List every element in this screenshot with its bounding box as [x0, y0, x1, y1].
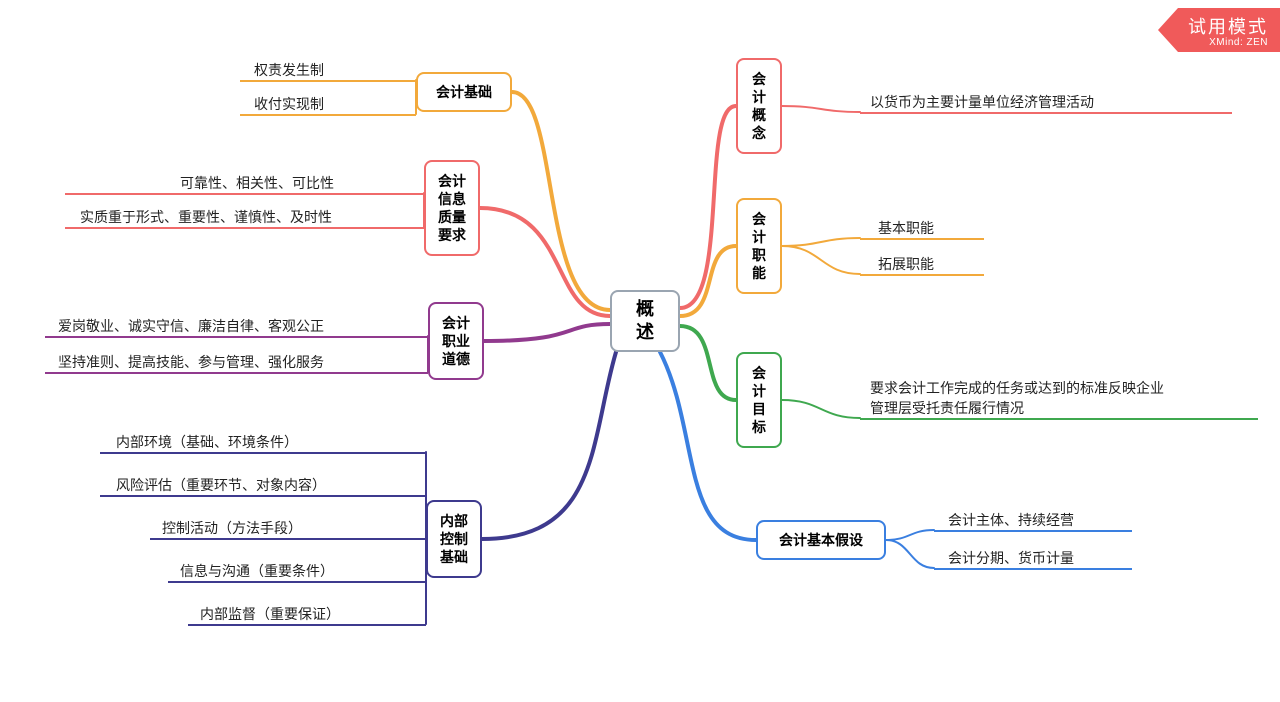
- leaf-ethics-0: 爱岗敬业、诚实守信、廉洁自律、客观公正: [58, 316, 324, 336]
- leaf-underline: [934, 530, 1132, 532]
- leaf-basis-1: 收付实现制: [254, 94, 324, 114]
- leaf-internal-4: 内部监督（重要保证）: [200, 604, 340, 624]
- leaf-underline: [100, 495, 426, 497]
- leaf-underline: [188, 624, 426, 626]
- leaf-assumption-0: 会计主体、持续经营: [948, 510, 1074, 530]
- center-node[interactable]: 概述: [610, 290, 680, 352]
- leaf-underline: [45, 336, 428, 338]
- leaf-internal-3: 信息与沟通（重要条件）: [180, 561, 334, 581]
- leaf-underline: [150, 538, 426, 540]
- leaf-internal-0: 内部环境（基础、环境条件）: [116, 432, 298, 452]
- leaf-underline: [45, 372, 428, 374]
- leaf-underline: [168, 581, 426, 583]
- trial-ribbon: 试用模式 XMind: ZEN: [1158, 8, 1280, 52]
- branch-node-target[interactable]: 会计目标: [736, 352, 782, 448]
- leaf-underline: [934, 568, 1132, 570]
- ribbon-sub: XMind: ZEN: [1209, 37, 1268, 48]
- leaf-function-0: 基本职能: [878, 218, 934, 238]
- leaf-underline: [240, 80, 416, 82]
- branch-node-concept[interactable]: 会计概念: [736, 58, 782, 154]
- leaf-underline: [860, 274, 984, 276]
- leaf-assumption-1: 会计分期、货币计量: [948, 548, 1074, 568]
- leaf-underline: [65, 227, 424, 229]
- leaf-quality-1: 实质重于形式、重要性、谨慎性、及时性: [80, 207, 332, 227]
- leaf-internal-2: 控制活动（方法手段）: [162, 518, 302, 538]
- leaf-target-1: 管理层受托责任履行情况: [870, 398, 1024, 418]
- branch-node-assumption[interactable]: 会计基本假设: [756, 520, 886, 560]
- leaf-ethics-1: 坚持准则、提高技能、参与管理、强化服务: [58, 352, 324, 372]
- leaf-underline: [860, 238, 984, 240]
- leaf-underline: [65, 193, 424, 195]
- leaf-underline: [860, 418, 1258, 420]
- branch-node-quality[interactable]: 会计信息质量要求: [424, 160, 480, 256]
- leaf-basis-0: 权责发生制: [254, 60, 324, 80]
- branch-node-internal[interactable]: 内部控制基础: [426, 500, 482, 578]
- branch-node-ethics[interactable]: 会计职业道德: [428, 302, 484, 380]
- leaf-underline: [240, 114, 416, 116]
- leaf-concept-0: 以货币为主要计量单位经济管理活动: [870, 92, 1094, 112]
- branch-node-function[interactable]: 会计职能: [736, 198, 782, 294]
- leaf-internal-1: 风险评估（重要环节、对象内容）: [116, 475, 326, 495]
- leaf-quality-0: 可靠性、相关性、可比性: [180, 173, 334, 193]
- ribbon-title: 试用模式: [1188, 13, 1268, 39]
- leaf-target-0: 要求会计工作完成的任务或达到的标准反映企业: [870, 378, 1164, 398]
- leaf-underline: [860, 112, 1232, 114]
- leaf-function-1: 拓展职能: [878, 254, 934, 274]
- branch-node-basis[interactable]: 会计基础: [416, 72, 512, 112]
- leaf-underline: [100, 452, 426, 454]
